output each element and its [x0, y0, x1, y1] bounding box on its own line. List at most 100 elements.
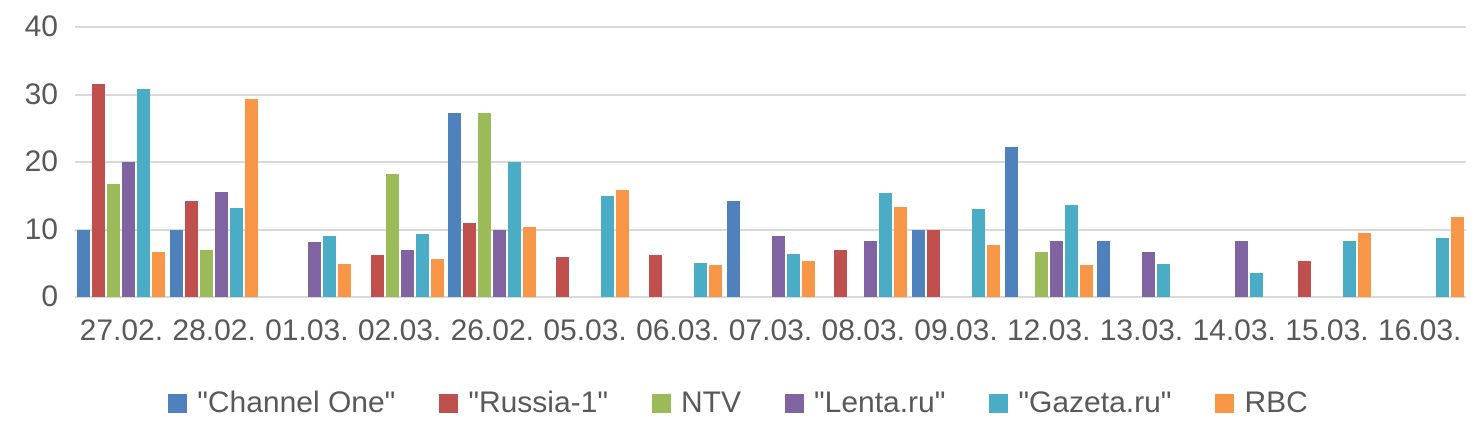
- bar-group-01-03: [260, 27, 353, 297]
- bar: [1342, 240, 1356, 297]
- bar: [1157, 263, 1171, 297]
- bar-slots: [1190, 27, 1278, 297]
- x-tick-label: 09.03.: [914, 314, 998, 347]
- legend-label: RBC: [1244, 386, 1308, 419]
- bar: [879, 193, 893, 297]
- bar: [864, 240, 878, 297]
- x-tick-label: 28.02.: [172, 314, 256, 347]
- bar: [107, 184, 121, 297]
- bar: [1235, 240, 1249, 297]
- x-tick-label: 01.03.: [265, 314, 349, 347]
- bar-slots: [541, 27, 630, 297]
- legend-color-swatch: [1215, 393, 1235, 413]
- legend: "Channel One" "Russia-1" NTV "Lenta.ru" "Gaz…: [0, 388, 1476, 418]
- bar: [1357, 232, 1371, 297]
- bar-group-08-03: [817, 27, 910, 297]
- bar-group-14-03: [1188, 27, 1281, 297]
- y-tick-label: 10: [24, 212, 58, 246]
- legend-color-swatch: [785, 393, 804, 413]
- bar: [693, 263, 707, 297]
- bar-group-13-03: [1095, 27, 1188, 297]
- bar: [834, 249, 848, 297]
- bar: [911, 229, 925, 297]
- bar: [137, 89, 151, 297]
- bar: [1079, 264, 1093, 297]
- bar-group-28-02: [168, 27, 261, 297]
- bar: [185, 201, 199, 297]
- bar: [771, 235, 785, 297]
- bar-slots: [819, 27, 908, 297]
- bar: [400, 249, 414, 297]
- x-axis: 27.02. 28.02. 01.03. 02.03. 26.02. 05.03. 06.0…: [75, 313, 1466, 349]
- bar: [708, 264, 722, 297]
- bar-group-26-02: [446, 27, 539, 297]
- legend-color-swatch: [652, 393, 671, 413]
- bar: [122, 162, 136, 297]
- bar: [801, 261, 815, 297]
- legend-label: NTV: [681, 386, 741, 419]
- bar: [200, 249, 214, 297]
- bar: [463, 222, 477, 297]
- bar: [152, 252, 166, 297]
- bar: [1250, 272, 1264, 297]
- bar-slots: [1283, 27, 1371, 297]
- bar: [523, 226, 537, 297]
- legend-color-swatch: [439, 393, 459, 413]
- bar-group-12-03: [1002, 27, 1095, 297]
- bar: [1450, 217, 1464, 297]
- bar: [493, 229, 507, 297]
- gridline: [75, 161, 1466, 163]
- bar: [1034, 251, 1048, 297]
- bar-slots: [356, 27, 444, 297]
- gridline: [75, 26, 1466, 28]
- bar-group-05-03: [539, 27, 632, 297]
- bar: [245, 98, 259, 297]
- x-tick-label: 26.02.: [450, 314, 535, 347]
- x-tick-label: 27.02.: [79, 314, 164, 347]
- legend-color-swatch: [989, 393, 1009, 413]
- y-tick-label: 0: [41, 280, 58, 313]
- bar: [786, 254, 800, 297]
- bar: [307, 241, 321, 297]
- gridline: [75, 228, 1466, 231]
- bar-slots: [77, 27, 166, 297]
- bar: [894, 207, 908, 297]
- bar: [648, 255, 662, 297]
- legend-label: "Russia-1": [468, 386, 608, 419]
- legend-item: "Channel One": [168, 388, 395, 418]
- legend-label: "Lenta.ru": [814, 386, 946, 419]
- bar: [430, 259, 444, 297]
- bar: [1049, 240, 1063, 297]
- bar-slots: [726, 27, 815, 297]
- x-tick-label: 13.03.: [1099, 314, 1184, 347]
- x-tick-label: 15.03.: [1285, 314, 1369, 347]
- bar: [215, 192, 229, 297]
- bar: [1064, 205, 1078, 297]
- bar: [1004, 147, 1018, 297]
- bar-slots: [1376, 27, 1464, 297]
- bar: [556, 257, 570, 297]
- bar-slots: [263, 27, 351, 297]
- bar: [508, 162, 522, 297]
- bar: [385, 174, 399, 297]
- y-tick-label: 30: [24, 77, 58, 111]
- bar-group-06-03: [631, 27, 724, 297]
- bar: [478, 113, 492, 297]
- x-tick-label: 16.03.: [1377, 314, 1462, 347]
- y-axis: 0 10 20 30 40: [0, 12, 58, 312]
- gridline: [75, 93, 1466, 96]
- legend-label: "Gazeta.ru": [1018, 386, 1172, 419]
- bar: [1435, 237, 1449, 297]
- bar: [370, 255, 384, 297]
- legend-item: "Russia-1": [439, 388, 608, 418]
- x-tick-label: 05.03.: [543, 314, 627, 347]
- bar-groups: [75, 27, 1466, 297]
- bar: [1097, 240, 1111, 297]
- bar: [230, 207, 244, 297]
- bar: [415, 233, 429, 297]
- bar-group-16-03: [1373, 27, 1466, 297]
- bar: [1142, 251, 1156, 297]
- x-tick-label: 02.03.: [357, 314, 442, 347]
- bar-group-02-03: [353, 27, 446, 297]
